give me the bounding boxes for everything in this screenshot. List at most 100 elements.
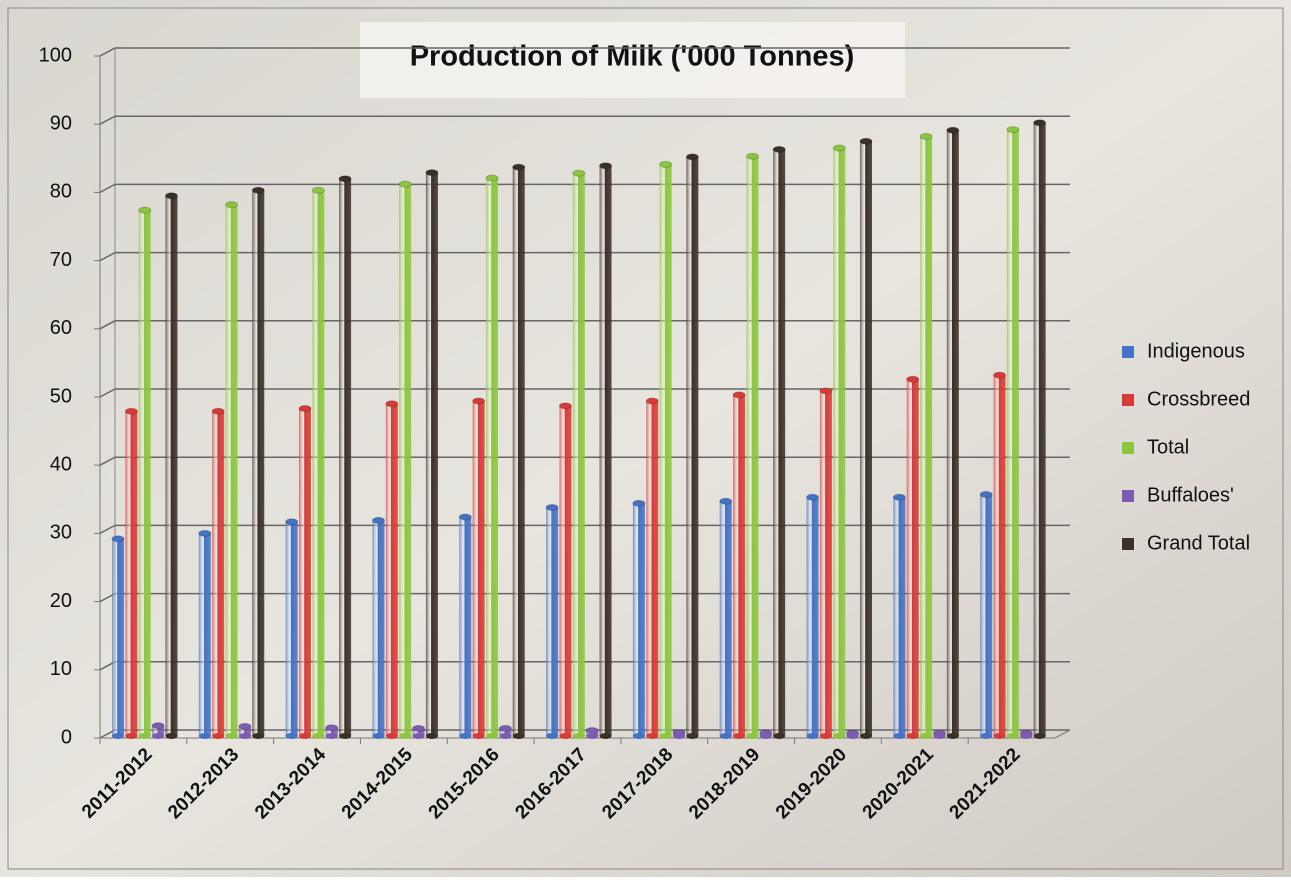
- bar-cap: [238, 722, 252, 730]
- bar-cap: [425, 169, 439, 177]
- bar-cap: [285, 518, 299, 526]
- bar-base: [819, 733, 832, 739]
- bar-base: [686, 733, 699, 739]
- bar: [686, 156, 699, 736]
- chart-border: [7, 7, 1284, 870]
- bar: [425, 172, 438, 737]
- legend-label: Buffaloes': [1147, 484, 1234, 506]
- bar-cap: [164, 192, 178, 200]
- bar-base: [632, 733, 645, 739]
- bar: [125, 411, 138, 736]
- bar-cap: [512, 163, 526, 171]
- bar-base: [846, 733, 859, 739]
- bar-cap: [719, 497, 733, 505]
- bar-cap: [572, 169, 586, 177]
- bar-base: [198, 733, 211, 739]
- bar-cap: [979, 490, 993, 498]
- legend-swatch: [1122, 394, 1134, 406]
- y-tick-label: 90: [50, 112, 72, 134]
- bar: [559, 405, 572, 736]
- bar-base: [833, 733, 846, 739]
- bar-base: [759, 733, 772, 739]
- bar-base: [1020, 733, 1033, 739]
- bar-base: [599, 733, 612, 739]
- title-box: [360, 22, 905, 98]
- bar: [980, 494, 993, 736]
- bar-cap: [485, 174, 499, 182]
- bar-base: [559, 733, 572, 739]
- bar-cap: [906, 375, 920, 383]
- bar: [285, 521, 298, 736]
- bar: [860, 141, 872, 737]
- grid-line: [99, 47, 1070, 57]
- bar-cap: [211, 407, 225, 415]
- bar-base: [252, 733, 265, 739]
- bar-base: [285, 733, 298, 739]
- bar: [472, 401, 485, 736]
- bar: [252, 190, 265, 737]
- bar-cap: [138, 206, 152, 214]
- bar-cap: [745, 152, 759, 160]
- bar: [806, 497, 819, 736]
- y-tick-label: 10: [50, 658, 72, 680]
- bar: [339, 178, 352, 737]
- bar-cap: [151, 722, 165, 730]
- bar: [238, 726, 251, 736]
- legend-label: Grand Total: [1147, 532, 1250, 554]
- legend-swatch: [1122, 538, 1134, 550]
- y-tick-label: 40: [50, 453, 72, 475]
- bar-cap: [111, 535, 125, 543]
- y-tick-label: 60: [50, 317, 72, 339]
- bar-cap: [298, 405, 312, 413]
- bar-base: [472, 733, 485, 739]
- bar: [746, 156, 759, 736]
- bar: [212, 411, 225, 736]
- bar: [773, 149, 786, 736]
- bar: [372, 520, 385, 736]
- bar: [486, 178, 498, 737]
- bar-base: [225, 733, 238, 739]
- bar: [412, 728, 425, 736]
- bar-base: [586, 733, 599, 739]
- bar-cap: [645, 397, 659, 405]
- bar-cap: [251, 186, 265, 194]
- bar-cap: [919, 132, 933, 140]
- bar: [546, 507, 559, 736]
- bar-cap: [819, 387, 833, 395]
- bar-base: [860, 733, 872, 739]
- bar: [1033, 122, 1046, 737]
- bar-base: [412, 733, 425, 739]
- bar-cap: [558, 402, 572, 410]
- bar: [646, 401, 659, 736]
- bar-base: [659, 733, 672, 739]
- bar-cap: [198, 529, 212, 537]
- bar: [225, 204, 238, 736]
- bar-base: [993, 733, 1006, 739]
- bar-base: [212, 733, 225, 739]
- bar-base: [646, 733, 659, 739]
- bar-cap: [371, 516, 385, 524]
- bar-base: [733, 733, 746, 739]
- bar: [993, 375, 1006, 736]
- legend-swatch: [1122, 346, 1134, 358]
- bar-base: [339, 733, 352, 739]
- y-tick-label: 30: [50, 522, 72, 544]
- y-tick-label: 80: [50, 181, 72, 203]
- bar: [833, 148, 846, 737]
- bar: [946, 130, 959, 737]
- legend-label: Crossbreed: [1147, 388, 1250, 410]
- y-tick-label: 20: [50, 590, 72, 612]
- bar-base: [1033, 733, 1046, 739]
- bar-base: [773, 733, 786, 739]
- bar-cap: [859, 137, 873, 145]
- bar-base: [746, 733, 759, 739]
- bar-base: [125, 733, 138, 739]
- bar-cap: [892, 493, 906, 501]
- bar-cap: [632, 499, 646, 507]
- bar-base: [933, 733, 946, 739]
- bar: [112, 538, 124, 736]
- bar-cap: [311, 186, 325, 194]
